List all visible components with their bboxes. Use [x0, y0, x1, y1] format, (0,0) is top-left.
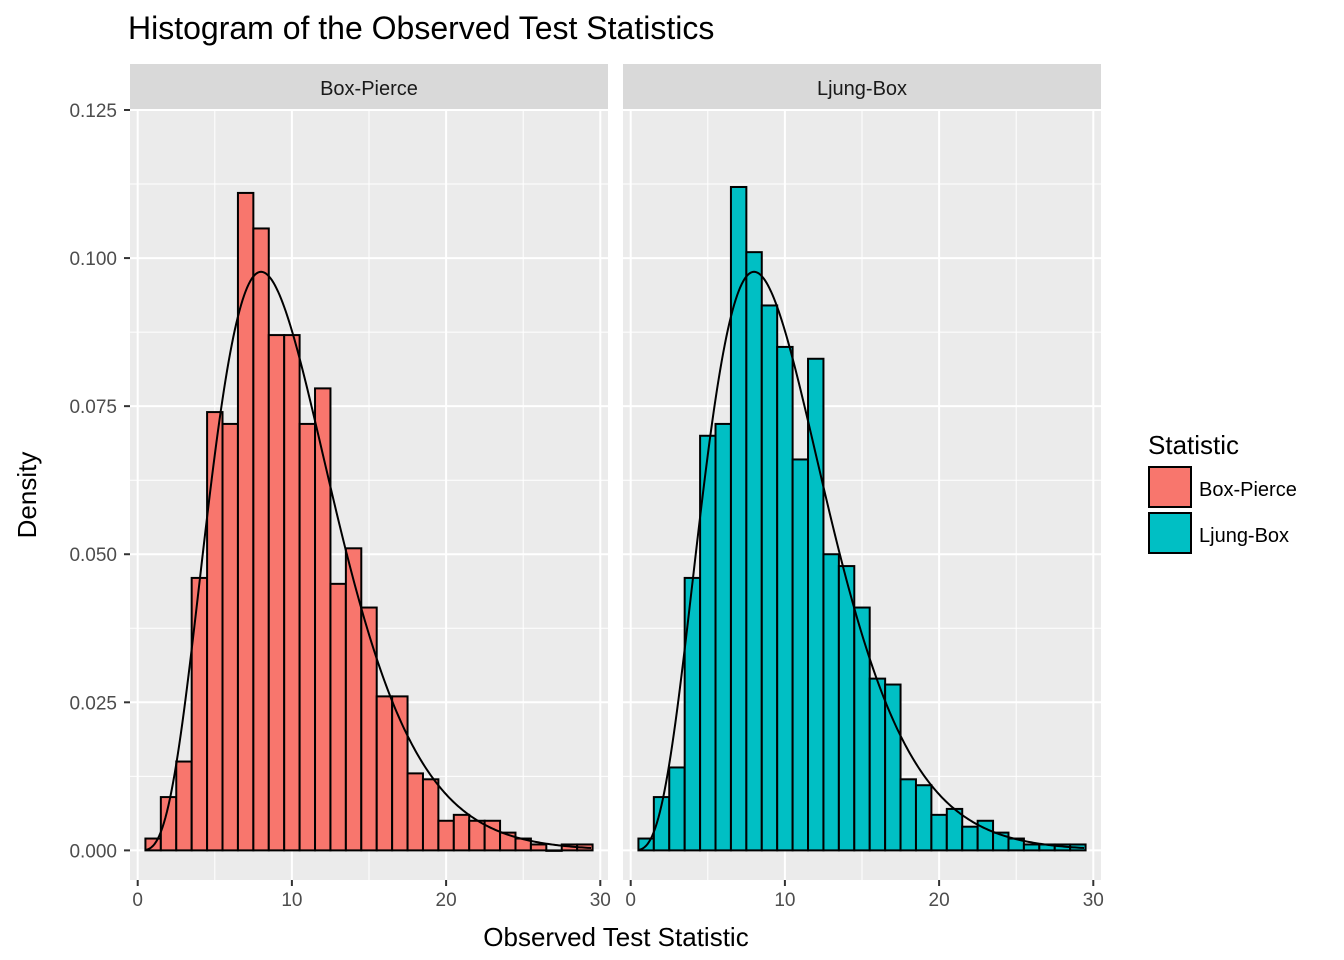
histogram-bar-box-pierce — [283, 334, 301, 852]
y-tick-label: 0.025 — [69, 693, 117, 714]
facet-strip-label: Ljung-Box — [817, 78, 907, 100]
histogram-bar-ljung-box — [853, 606, 871, 852]
histogram-bar-box-pierce — [252, 227, 270, 852]
histogram-bar-ljung-box — [930, 813, 948, 852]
histogram-bar-ljung-box — [914, 784, 933, 852]
legend: Statistic Box-Pierce Ljung-Box — [1148, 430, 1297, 554]
facet-strip — [130, 64, 608, 110]
histogram-bar-box-pierce — [545, 849, 563, 852]
histogram-bar-ljung-box — [791, 458, 810, 852]
histogram-bar-box-pierce — [175, 760, 193, 852]
histogram-bar-ljung-box — [884, 683, 902, 852]
histogram-bar-ljung-box — [729, 186, 748, 852]
histogram-bar-ljung-box — [961, 825, 979, 852]
legend-label-box-pierce: Box-Pierce — [1199, 479, 1297, 501]
histogram-bar-ljung-box — [745, 251, 763, 852]
panel-box-pierce: Box-Pierce — [130, 64, 608, 880]
x-axis-label: Observed Test Statistic — [483, 922, 748, 952]
density-curve-box-pierce — [145, 270, 592, 851]
x-tick-label: 30 — [590, 890, 611, 911]
y-tick-label: 0.075 — [69, 397, 117, 418]
legend-key-box-pierce — [1148, 466, 1192, 508]
histogram-bar-ljung-box — [760, 304, 779, 852]
panel-ljung-box: Ljung-Box — [623, 64, 1101, 880]
x-tick-label: 20 — [929, 890, 950, 911]
histogram-bar-box-pierce — [344, 547, 363, 852]
histogram-bar-box-pierce — [298, 422, 317, 852]
x-tick-label: 0 — [625, 890, 636, 911]
histogram-bar-box-pierce — [437, 819, 455, 852]
histogram-bar-ljung-box — [1022, 843, 1041, 852]
legend-title: Statistic — [1148, 430, 1239, 460]
chart-title: Histogram of the Observed Test Statistic… — [128, 10, 714, 46]
legend-label-ljung-box: Ljung-Box — [1199, 525, 1289, 547]
y-tick-label: 0.100 — [69, 249, 117, 270]
density-curve-ljung-box — [638, 270, 1085, 851]
histogram-bar-box-pierce — [529, 843, 548, 852]
histogram-bar-ljung-box — [899, 778, 917, 852]
histogram-bar-box-pierce — [267, 334, 286, 852]
y-axis-label: Density — [12, 452, 42, 539]
histogram-bar-ljung-box — [714, 422, 732, 852]
histogram-bar-ljung-box — [776, 345, 794, 852]
histogram-bar-box-pierce — [421, 778, 440, 852]
histogram-bar-box-pierce — [190, 576, 209, 852]
histogram-bar-box-pierce — [206, 411, 224, 852]
histogram-bar-box-pierce — [406, 772, 424, 852]
facet-strip-label: Box-Pierce — [320, 78, 418, 100]
facet-strip — [623, 64, 1101, 110]
histogram-bar-box-pierce — [221, 422, 239, 852]
x-axis-box-pierce: 0 10 20 30 — [132, 880, 611, 911]
legend-key-ljung-box — [1148, 512, 1192, 554]
histogram-bar-ljung-box — [868, 677, 887, 852]
x-tick-label: 0 — [132, 890, 143, 911]
histogram-bar-box-pierce — [360, 606, 378, 852]
y-tick-label: 0.125 — [69, 101, 117, 122]
y-tick-label: 0.050 — [69, 545, 117, 566]
x-tick-label: 10 — [281, 890, 302, 911]
histogram-bar-box-pierce — [329, 582, 347, 852]
y-axis: 0.000 0.025 0.050 0.075 0.100 0.125 — [69, 101, 130, 862]
y-tick-label: 0.000 — [69, 841, 117, 862]
histogram-bar-ljung-box — [822, 553, 840, 852]
x-tick-label: 30 — [1083, 890, 1104, 911]
histogram-bar-box-pierce — [375, 695, 394, 852]
histogram-bar-box-pierce — [468, 819, 486, 852]
x-tick-label: 10 — [774, 890, 795, 911]
histogram-bar-ljung-box — [668, 766, 686, 852]
histogram-bar-ljung-box — [837, 565, 856, 852]
x-tick-label: 20 — [436, 890, 457, 911]
histogram-bar-box-pierce — [452, 813, 471, 852]
histogram-bar-ljung-box — [945, 807, 964, 852]
histogram-bar-ljung-box — [683, 576, 702, 852]
x-axis-ljung-box: 0 10 20 30 — [625, 880, 1104, 911]
